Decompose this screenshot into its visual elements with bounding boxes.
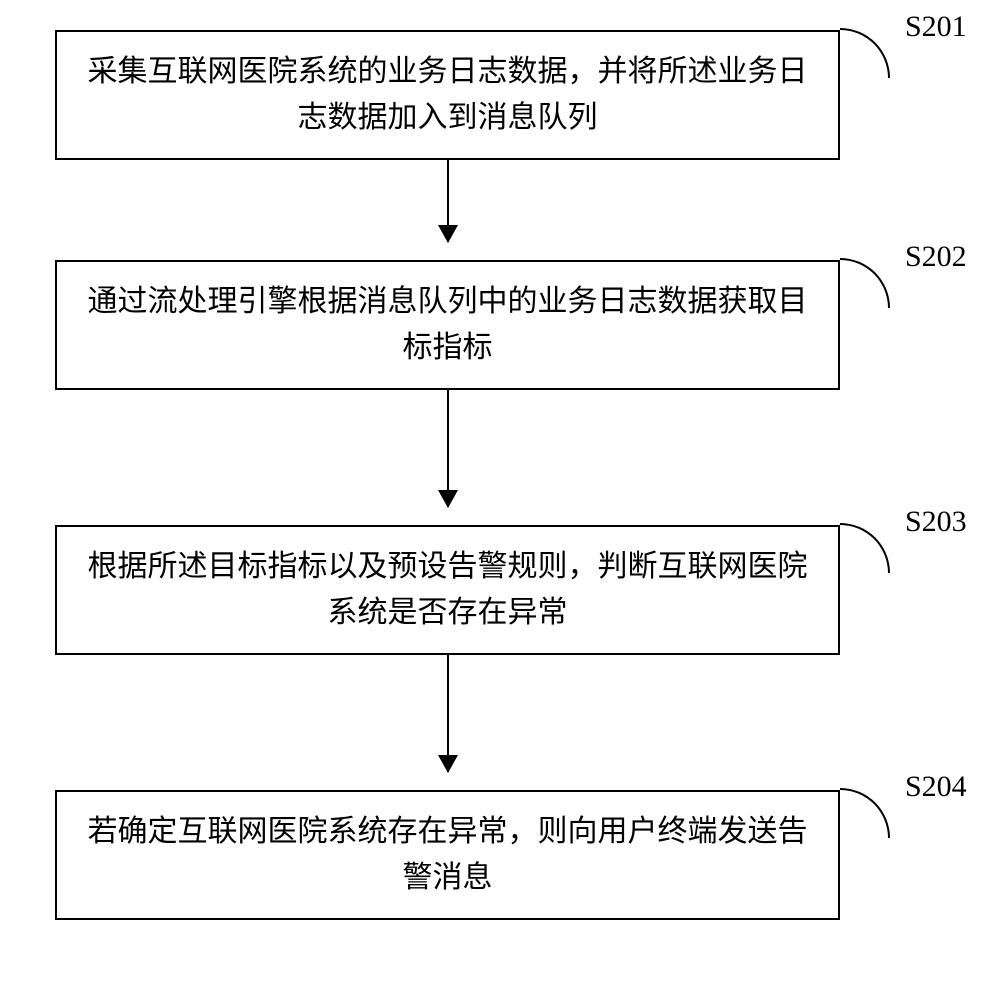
step-box-s202: 通过流处理引擎根据消息队列中的业务日志数据获取目标指标 bbox=[55, 260, 840, 390]
step-label-s203: S203 bbox=[905, 505, 967, 539]
step-label-s204: S204 bbox=[905, 770, 967, 804]
step-box-s201: 采集互联网医院系统的业务日志数据，并将所述业务日志数据加入到消息队列 bbox=[55, 30, 840, 160]
arrow bbox=[447, 390, 449, 507]
label-connector bbox=[840, 258, 890, 308]
arrow bbox=[447, 655, 449, 772]
step-box-s204: 若确定互联网医院系统存在异常，则向用户终端发送告警消息 bbox=[55, 790, 840, 920]
step-box-s203: 根据所述目标指标以及预设告警规则，判断互联网医院系统是否存在异常 bbox=[55, 525, 840, 655]
step-label-s201: S201 bbox=[905, 10, 967, 44]
step-text: 根据所述目标指标以及预设告警规则，判断互联网医院系统是否存在异常 bbox=[87, 544, 808, 637]
label-connector bbox=[840, 788, 890, 838]
step-text: 若确定互联网医院系统存在异常，则向用户终端发送告警消息 bbox=[87, 809, 808, 902]
step-label-s202: S202 bbox=[905, 240, 967, 274]
label-connector bbox=[840, 28, 890, 78]
label-connector bbox=[840, 523, 890, 573]
step-text: 通过流处理引擎根据消息队列中的业务日志数据获取目标指标 bbox=[87, 279, 808, 372]
step-text: 采集互联网医院系统的业务日志数据，并将所述业务日志数据加入到消息队列 bbox=[87, 49, 808, 142]
flowchart-container: 采集互联网医院系统的业务日志数据，并将所述业务日志数据加入到消息队列 S201 … bbox=[0, 0, 1000, 983]
arrow bbox=[447, 160, 449, 242]
